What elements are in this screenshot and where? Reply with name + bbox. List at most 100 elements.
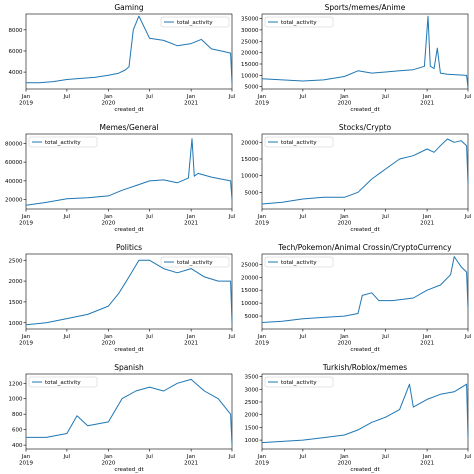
chart-panel: Turkish/Roblox/memes 1000 1500 2000 2500 3000…	[245, 363, 472, 473]
x-tick-label: Jul	[464, 94, 472, 100]
y-tick-label: 30000	[241, 28, 259, 34]
legend-box	[264, 376, 334, 388]
x-tick-label: Jan	[186, 334, 196, 340]
y-tick-label: 10000	[241, 73, 259, 79]
x-tick-year-label: 2021	[184, 461, 198, 467]
x-tick-label: Jul	[381, 334, 389, 340]
axes-frame	[25, 373, 233, 450]
series-line	[26, 15, 233, 84]
x-tick-label: Jan	[422, 94, 432, 100]
legend-box	[264, 16, 334, 28]
x-axis-label: created_dt	[350, 107, 380, 113]
x-tick-label: Jan	[257, 334, 267, 340]
legend-label: total_activity	[281, 140, 317, 146]
x-tick-year-label: 2021	[420, 461, 434, 467]
x-tick-year-label: 2020	[337, 341, 351, 347]
axes-frame	[25, 253, 233, 330]
x-tick-year-label: 2021	[184, 341, 198, 347]
x-tick-label: Jan	[186, 454, 196, 460]
y-tick-label: 15000	[241, 157, 259, 163]
y-tick-label: 25000	[241, 262, 259, 268]
x-tick-year-label: 2021	[420, 101, 434, 107]
x-tick-label: Jul	[145, 214, 153, 220]
x-tick-year-label: 2021	[420, 221, 434, 227]
x-tick-label: Jul	[299, 214, 307, 220]
x-tick-label: Jul	[145, 454, 153, 460]
x-tick-label: Jul	[299, 454, 307, 460]
x-tick-label: Jan	[339, 94, 349, 100]
y-tick-label: 400	[12, 443, 23, 449]
x-tick-label: Jul	[381, 454, 389, 460]
x-tick-label: Jan	[422, 334, 432, 340]
x-tick-label: Jan	[339, 454, 349, 460]
x-axis-label: created_dt	[350, 347, 380, 353]
y-tick-label: 8000	[9, 28, 23, 34]
x-tick-year-label: 2020	[337, 101, 351, 107]
y-tick-label: 20000	[241, 275, 259, 281]
chart-title: Memes/General	[100, 123, 159, 132]
x-tick-label: Jan	[257, 454, 267, 460]
series-line	[25, 259, 233, 326]
series-line	[261, 256, 469, 323]
chart-title: Gaming	[114, 3, 144, 12]
x-tick-label: Jul	[381, 214, 389, 220]
y-tick-label: 1000	[9, 321, 23, 327]
x-tick-label: Jul	[228, 334, 236, 340]
legend-box	[28, 376, 98, 388]
y-tick-label: 2500	[245, 400, 259, 406]
y-tick-label: 20000	[241, 51, 259, 57]
x-tick-year-label: 2020	[337, 461, 351, 467]
x-tick-year-label: 2021	[420, 341, 434, 347]
chart-title: Tech/Pokemon/Animal Crossin/CryptoCurren…	[277, 243, 452, 252]
x-tick-year-label: 2021	[184, 101, 198, 107]
axes-frame	[25, 13, 233, 90]
x-tick-year-label: 2020	[101, 221, 115, 227]
x-tick-label: Jan	[103, 214, 113, 220]
chart-title: Politics	[116, 243, 142, 252]
y-tick-label: 35000	[241, 17, 259, 23]
y-tick-label: 40000	[5, 179, 23, 185]
x-tick-label: Jul	[63, 94, 71, 100]
chart-title: Stocks/Crypto	[339, 123, 392, 132]
x-tick-label: Jul	[145, 94, 153, 100]
x-tick-label: Jan	[186, 214, 196, 220]
x-axis-label: created_dt	[114, 347, 144, 353]
x-tick-label: Jan	[422, 214, 432, 220]
legend-box	[28, 136, 98, 148]
x-tick-label: Jan	[21, 334, 31, 340]
x-tick-label: Jan	[186, 94, 196, 100]
legend-label: total_activity	[45, 380, 81, 386]
y-tick-label: 3500	[245, 375, 259, 381]
y-tick-label: 4000	[9, 70, 23, 76]
x-tick-year-label: 2020	[337, 221, 351, 227]
x-tick-year-label: 2019	[255, 101, 269, 107]
y-tick-label: 25000	[241, 39, 259, 45]
chart-title: Sports/memes/Anime	[325, 3, 406, 12]
axes-frame	[261, 253, 469, 330]
x-tick-label: Jan	[422, 454, 432, 460]
legend-box	[160, 16, 230, 28]
axes-frame	[25, 133, 233, 210]
x-tick-year-label: 2019	[255, 461, 269, 467]
chart-title: Turkish/Roblox/memes	[322, 363, 407, 372]
legend-label: total_activity	[281, 260, 317, 266]
x-tick-label: Jul	[145, 334, 153, 340]
x-axis-label: created_dt	[350, 467, 380, 473]
x-tick-label: Jul	[228, 94, 236, 100]
y-tick-label: 5000	[245, 85, 259, 91]
y-tick-label: 5000	[245, 190, 259, 196]
y-tick-label: 1000	[245, 438, 259, 444]
y-tick-label: 1500	[245, 425, 259, 431]
series-line	[261, 138, 469, 205]
axes-frame	[261, 13, 469, 90]
y-tick-label: 10000	[241, 174, 259, 180]
x-tick-year-label: 2020	[101, 101, 115, 107]
x-tick-label: Jul	[464, 214, 472, 220]
x-tick-label: Jul	[464, 334, 472, 340]
x-tick-label: Jul	[381, 94, 389, 100]
y-tick-label: 60000	[5, 160, 23, 166]
chart-panel: Memes/General20000400006000080000Jan2019…	[5, 123, 236, 233]
chart-panel: Stocks/Crypto5000100001500020000Jan2019J…	[241, 123, 472, 233]
